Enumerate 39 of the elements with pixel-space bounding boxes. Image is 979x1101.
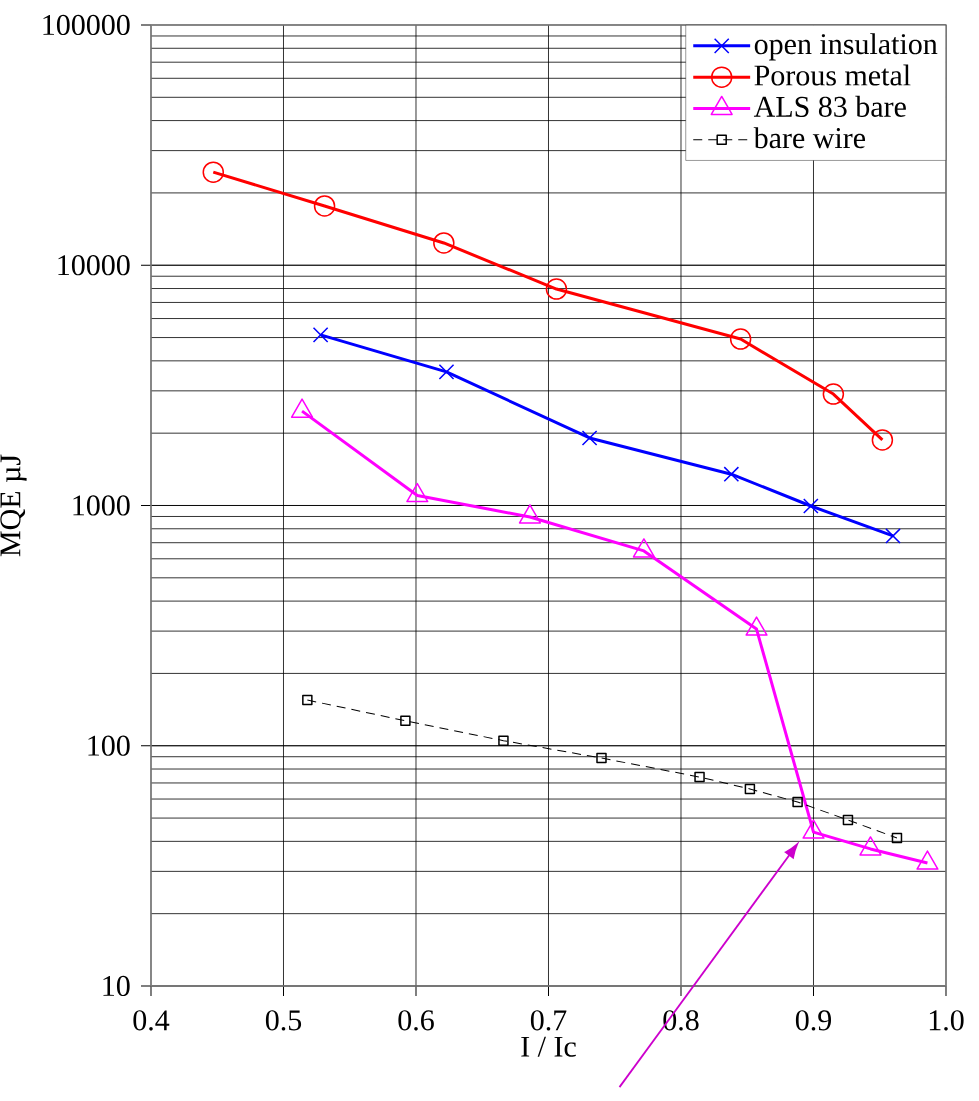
x-tick-label: 0.4 — [133, 1010, 170, 1031]
point — [400, 715, 411, 727]
y-tick-label: 100000 — [43, 14, 130, 36]
x-tick-label: 0.5 — [265, 1010, 302, 1031]
y-tick-label: 100 — [88, 735, 130, 756]
y-tick-label: 10 — [103, 975, 130, 997]
point — [694, 771, 705, 783]
x-axis-title: I / Ic — [521, 1036, 576, 1057]
point — [871, 429, 894, 451]
point — [842, 814, 854, 826]
point — [744, 783, 756, 795]
x-tick-label: 1.0 — [929, 1010, 964, 1031]
point — [498, 735, 509, 746]
x-tick-label: 0.7 — [530, 1010, 567, 1031]
y-tick-label: 10000 — [58, 255, 130, 276]
point — [723, 466, 740, 482]
point — [312, 327, 329, 343]
point — [822, 383, 845, 405]
point — [729, 328, 752, 350]
point — [302, 694, 313, 706]
x-tick-label: 0.6 — [398, 1010, 434, 1031]
legend-label: bare wire — [753, 127, 866, 149]
x-tick-label: 0.9 — [795, 1010, 832, 1031]
point — [545, 278, 568, 300]
y-axis-title: MQE µJ — [0, 454, 27, 557]
legend-label: ALS 83 bare — [753, 95, 906, 117]
point — [792, 796, 803, 808]
legend-label: Porous metal — [754, 64, 911, 86]
point — [202, 161, 225, 183]
point — [885, 528, 901, 544]
point — [313, 195, 336, 217]
point — [433, 232, 455, 254]
point — [803, 498, 819, 514]
point — [891, 832, 903, 844]
legend-label: open insulation — [754, 33, 938, 61]
y-tick-label: 1000 — [73, 495, 130, 516]
point — [596, 752, 607, 764]
point — [581, 430, 598, 446]
point — [438, 364, 455, 380]
